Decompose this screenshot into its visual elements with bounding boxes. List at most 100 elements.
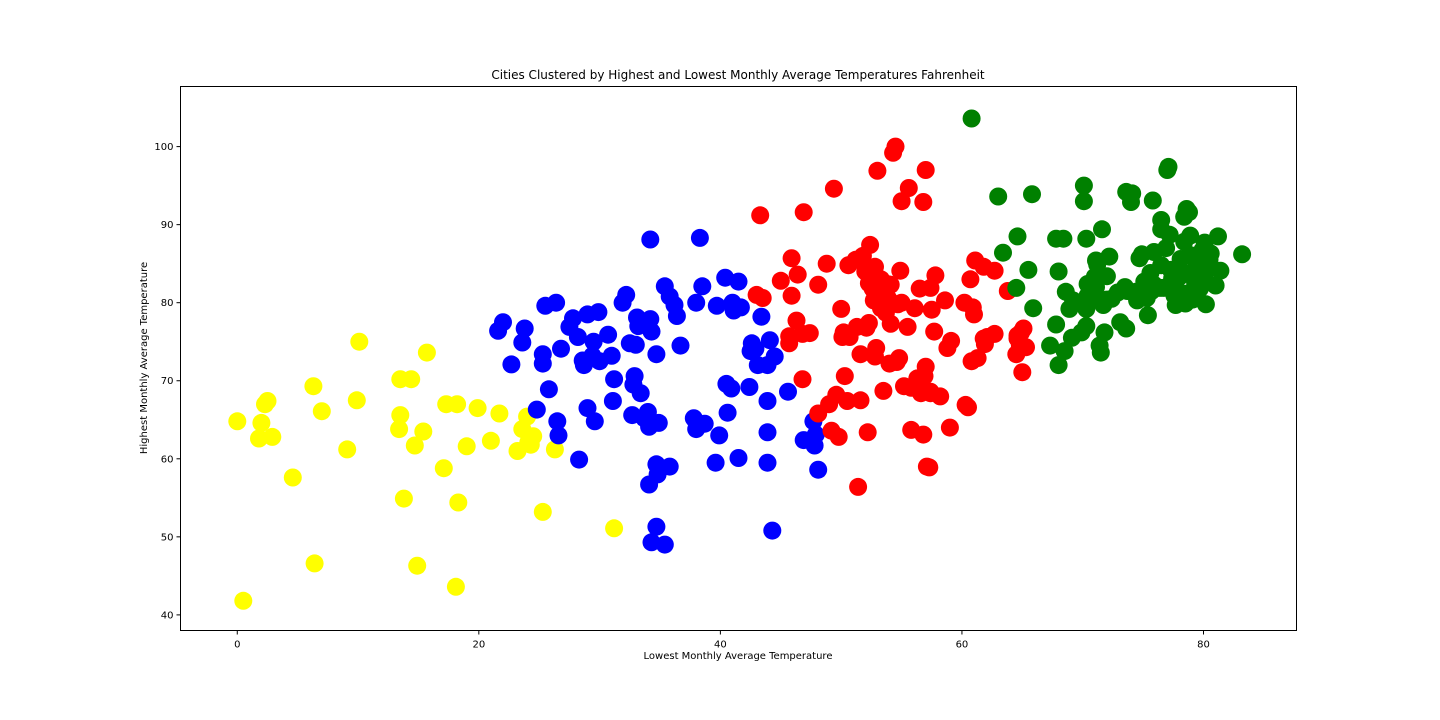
cluster-3-point-14 [1055,342,1074,361]
cluster-2-point-11 [793,370,812,389]
cluster-2-point-116 [1014,319,1033,338]
x-tick-label-1: 20 [472,640,485,651]
cluster-2-point-21 [829,427,848,446]
cluster-1-point-68 [707,296,726,315]
cluster-1-point-57 [660,457,679,476]
y-tick-label-3: 70 [161,376,174,387]
cluster-2-point-22 [832,299,851,318]
cluster-1-point-42 [638,403,657,421]
cluster-1-point-28 [602,346,621,365]
cluster-1-point-82 [746,339,765,358]
cluster-0-point-5 [258,392,277,410]
cluster-1-point-86 [758,453,777,472]
cluster-3-point-87 [1180,203,1198,222]
cluster-1-point-40 [631,384,650,403]
cluster-2-point-77 [914,193,933,211]
cluster-0-point-20 [408,556,427,575]
cluster-2-point-97 [961,270,980,289]
cluster-0-point-27 [449,493,468,512]
cluster-1-point-87 [758,392,777,410]
cluster-3-point-45 [1117,319,1136,338]
cluster-3-point-4 [1008,227,1027,246]
cluster-1-point-92 [779,382,797,401]
cluster-3-point-48 [1123,184,1142,203]
cluster-2-point-14 [809,275,828,294]
cluster-2-point-32 [851,345,870,364]
cluster-3-point-64 [1152,211,1171,229]
cluster-1-point-32 [617,285,636,304]
cluster-2-point-80 [916,357,935,376]
cluster-3-point-105 [1211,261,1230,280]
cluster-0-point-15 [391,406,410,425]
cluster-2-point-5 [780,334,799,353]
cluster-1-point-97 [809,460,828,479]
cluster-2-point-45 [867,339,886,357]
cluster-2-point-9 [788,265,807,284]
cluster-2-point-88 [926,266,945,285]
cluster-2-point-3 [771,271,790,290]
cluster-3-point-22 [1077,229,1096,248]
cluster-0-point-12 [347,391,366,410]
cluster-3-point-69 [1159,157,1178,176]
cluster-2-point-13 [800,324,819,343]
cluster-2-point-71 [905,299,924,318]
cluster-3-point-30 [1087,278,1105,297]
cluster-2-point-62 [890,349,909,368]
cluster-0-point-37 [521,435,540,454]
cluster-2-point-25 [835,367,854,386]
cluster-1-point-7 [533,354,552,373]
cluster-2-point-26 [838,392,857,410]
x-tick-label-2: 40 [714,640,727,651]
cluster-1-point-65 [693,277,712,296]
cluster-2-point-7 [782,286,801,305]
cluster-2-point-79 [916,161,935,179]
cluster-0-point-30 [481,431,500,450]
cluster-0-point-7 [283,468,302,487]
cluster-0-point-21 [414,422,433,441]
cluster-3-point-8 [1041,336,1060,355]
x-axis-label: Lowest Monthly Average Temperature [644,651,833,662]
cluster-3-point-1 [989,187,1008,206]
y-tick-label-4: 80 [161,298,174,309]
cluster-0-point-19 [405,436,424,455]
cluster-0-point-29 [468,399,487,418]
cluster-1-point-90 [763,521,782,540]
cluster-2-point-87 [925,322,944,341]
x-tick-label-0: 0 [234,640,240,651]
cluster-1-point-52 [647,345,666,364]
y-axis-label: Highest Monthly Average Temperature [139,262,150,454]
cluster-1-point-60 [671,336,690,355]
cluster-1-point-17 [570,450,589,469]
cluster-1-point-67 [706,453,725,472]
cluster-3-point-102 [1201,244,1220,263]
cluster-2-point-16 [817,254,836,273]
cluster-0-point-0 [234,591,253,610]
cluster-2-point-108 [985,324,1004,343]
cluster-3-point-104 [1209,227,1227,246]
cluster-2-point-63 [891,261,910,280]
cluster-3-point-13 [1054,229,1073,248]
cluster-1-point-23 [584,332,603,351]
chart-title: Cities Clustered by Highest and Lowest M… [491,68,985,82]
cluster-3-point-9 [1047,315,1066,334]
cluster-2-point-59 [886,137,905,156]
cluster-1-point-85 [758,423,777,442]
cluster-1-point-25 [589,303,608,322]
cluster-1-point-50 [647,517,666,536]
cluster-0-point-25 [446,577,465,596]
cluster-1-point-45 [641,230,660,249]
cluster-1-point-15 [564,309,582,328]
cluster-2-point-40 [861,235,880,254]
cluster-2-point-90 [936,291,954,310]
cluster-3-point-12 [1049,356,1068,375]
cluster-3-point-6 [1023,185,1041,204]
cluster-3-point-20 [1074,176,1093,195]
cluster-1-point-12 [549,426,568,445]
cluster-3-point-70 [1160,225,1179,244]
y-tick-label-6: 100 [154,142,173,153]
cluster-1-point-73 [722,379,741,398]
cluster-0-point-31 [490,404,509,423]
cluster-0-point-39 [545,440,564,459]
cluster-1-point-36 [625,367,644,386]
